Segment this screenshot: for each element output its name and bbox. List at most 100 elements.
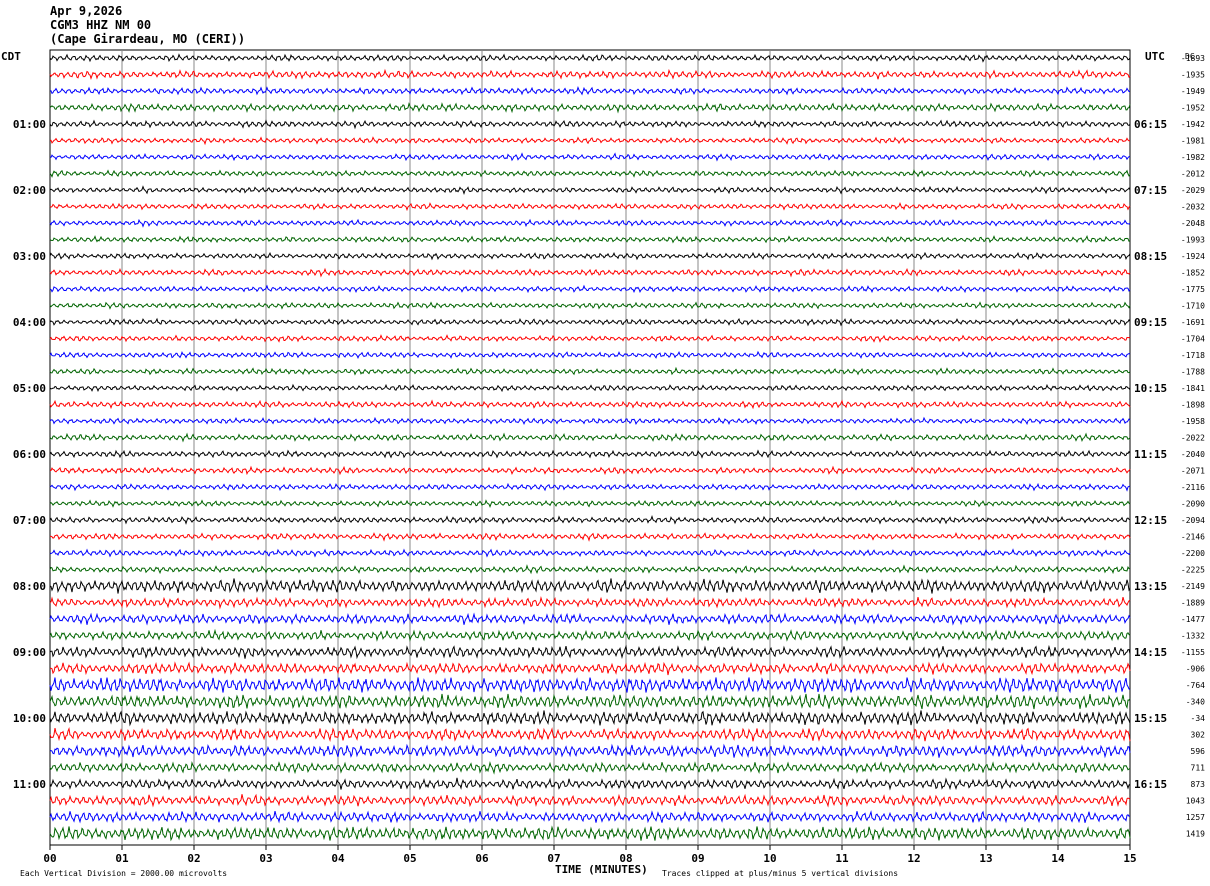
clip-note: Traces clipped at plus/minus 5 vertical … xyxy=(662,869,898,878)
x-tick-label: 03 xyxy=(259,852,272,865)
seismic-trace xyxy=(49,548,1131,558)
seismic-trace xyxy=(49,743,1131,759)
x-tick-label: 12 xyxy=(907,852,920,865)
seismic-trace xyxy=(49,693,1131,710)
seismic-trace xyxy=(49,810,1131,824)
x-tick-label: 00 xyxy=(43,852,56,865)
right-hour-label: 11:15 xyxy=(1134,448,1167,461)
left-hour-label: 06:00 xyxy=(13,448,46,461)
dc-offset-label: -1841 xyxy=(1181,384,1205,393)
dc-offset-label: 1043 xyxy=(1186,797,1205,806)
right-hour-label: 14:15 xyxy=(1134,646,1167,659)
scale-note: Each Vertical Division = 2000.00 microvo… xyxy=(20,869,227,878)
traces xyxy=(49,53,1131,842)
axis-labels: 00 01 02 03 04 05 06 07 08 09 10 11 12 13 14 15 -1893 -19… xyxy=(13,54,1205,865)
right-hour-label: 08:15 xyxy=(1134,250,1167,263)
dc-header-label: DC xyxy=(1185,52,1195,61)
dc-offset-label: -1993 xyxy=(1181,236,1205,245)
right-hour-label: 09:15 xyxy=(1134,316,1167,329)
seismic-trace xyxy=(49,152,1131,162)
dc-offset-label: -1477 xyxy=(1181,615,1205,624)
dc-offset-label: -2149 xyxy=(1181,582,1205,591)
dc-offset-label: 302 xyxy=(1191,731,1206,740)
seismic-trace xyxy=(49,119,1131,130)
dc-offset-label: -1710 xyxy=(1181,302,1205,311)
seismic-trace xyxy=(49,234,1131,244)
seismic-trace xyxy=(49,628,1131,642)
dc-offset-label: -1155 xyxy=(1181,648,1205,657)
seismic-trace xyxy=(49,644,1131,660)
dc-offset-label: -1691 xyxy=(1181,318,1205,327)
right-hour-label: 13:15 xyxy=(1134,580,1167,593)
seismic-trace xyxy=(49,564,1131,575)
x-tick-label: 13 xyxy=(979,852,992,865)
seismic-trace xyxy=(49,350,1131,360)
dc-offset-label: -2029 xyxy=(1181,186,1205,195)
x-tick-label: 14 xyxy=(1051,852,1065,865)
seismic-trace xyxy=(49,761,1131,775)
dc-offset-label: -2040 xyxy=(1181,450,1205,459)
left-hour-label: 05:00 xyxy=(13,382,46,395)
seismic-trace xyxy=(49,825,1131,842)
seismic-trace xyxy=(49,578,1131,594)
x-tick-label: 08 xyxy=(619,852,632,865)
x-tick-label: 07 xyxy=(547,852,560,865)
dc-offset-label: -1889 xyxy=(1181,599,1205,608)
left-hour-label: 07:00 xyxy=(13,514,46,527)
seismic-trace xyxy=(49,793,1131,808)
left-hour-label: 08:00 xyxy=(13,580,46,593)
seismic-trace xyxy=(49,612,1131,626)
date-label: Apr 9,2026 xyxy=(50,4,123,18)
dc-offset-label: -1981 xyxy=(1181,137,1205,146)
seismic-trace xyxy=(49,399,1131,410)
dc-offset-label: 711 xyxy=(1191,764,1206,773)
seismic-trace xyxy=(49,383,1131,393)
seismic-trace xyxy=(49,727,1131,743)
dc-offset-label: -2012 xyxy=(1181,170,1205,179)
seismic-trace xyxy=(49,218,1131,228)
dc-offset-label: -2071 xyxy=(1181,467,1205,476)
x-tick-label: 04 xyxy=(331,852,345,865)
seismic-trace xyxy=(49,53,1131,63)
dc-offset-label: -2146 xyxy=(1181,533,1205,542)
x-tick-label: 15 xyxy=(1123,852,1136,865)
x-tick-label: 11 xyxy=(835,852,849,865)
x-tick-label: 06 xyxy=(475,852,489,865)
grid xyxy=(49,50,1131,850)
seismic-trace xyxy=(49,334,1131,343)
seismic-trace xyxy=(49,102,1131,114)
left-timezone-label: CDT xyxy=(1,50,21,63)
location-label: (Cape Girardeau, MO (CERI)) xyxy=(50,32,246,46)
right-hour-label: 06:15 xyxy=(1134,118,1167,131)
dc-offset-label: 1419 xyxy=(1186,830,1205,839)
seismic-trace xyxy=(49,532,1131,542)
right-hour-label: 15:15 xyxy=(1134,712,1167,725)
dc-offset-label: -1852 xyxy=(1181,269,1205,278)
seismic-trace xyxy=(49,251,1131,261)
plot-frame xyxy=(49,49,1131,846)
seismic-trace xyxy=(49,710,1131,727)
left-hour-label: 03:00 xyxy=(13,250,46,263)
station-label: CGM3 HHZ NM 00 xyxy=(50,18,152,32)
x-tick-label: 05 xyxy=(403,852,416,865)
dc-offset-label: -34 xyxy=(1191,714,1206,723)
seismic-trace xyxy=(49,169,1131,178)
x-tick-label: 01 xyxy=(115,852,129,865)
dc-offset-label: -764 xyxy=(1186,681,1205,690)
seismic-trace xyxy=(50,465,1131,476)
dc-offset-label: -1924 xyxy=(1181,252,1205,261)
seismic-trace xyxy=(49,185,1131,195)
x-tick-label: 09 xyxy=(691,852,704,865)
dc-offset-label: -1704 xyxy=(1181,335,1205,344)
dc-offset-label: -2094 xyxy=(1181,516,1205,525)
seismic-trace xyxy=(49,596,1131,610)
seismic-trace xyxy=(49,449,1131,459)
dc-offset-label: -2116 xyxy=(1181,483,1205,492)
dc-offset-label: -340 xyxy=(1186,698,1205,707)
left-hour-label: 10:00 xyxy=(13,712,46,725)
dc-offset-label: -1949 xyxy=(1181,87,1205,96)
left-hour-label: 02:00 xyxy=(13,184,46,197)
dc-offset-label: -2032 xyxy=(1181,203,1205,212)
dc-offset-label: 873 xyxy=(1191,780,1206,789)
seismic-trace xyxy=(49,301,1131,310)
